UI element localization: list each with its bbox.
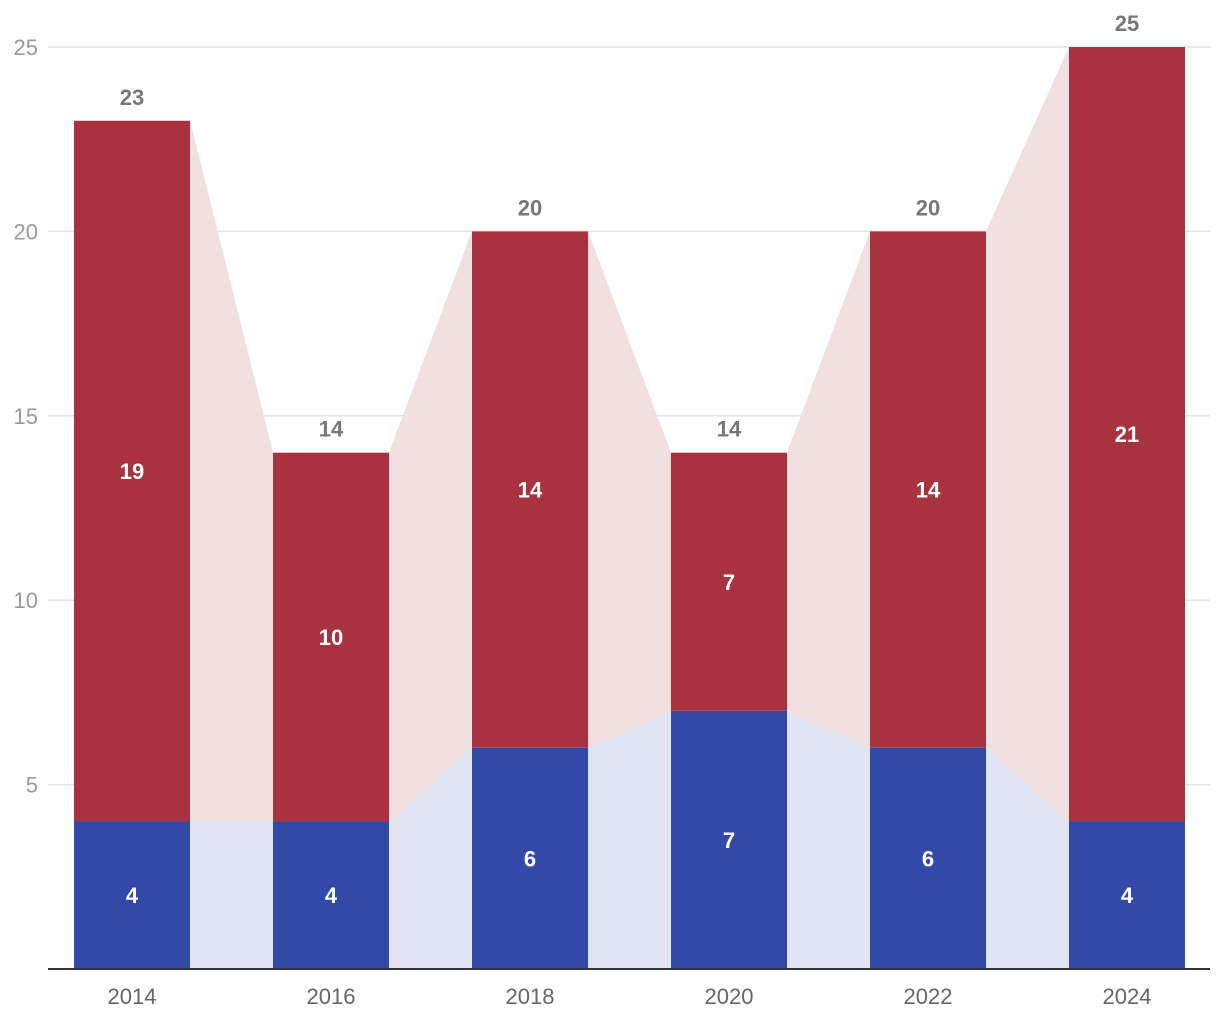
total-label-2014: 23 (120, 85, 144, 110)
y-axis-ticks: 5 10 15 20 25 (14, 35, 38, 798)
data-label-series2-2022: 14 (916, 478, 941, 503)
y-tick-label-25: 25 (14, 35, 38, 60)
bar-series2-2018 (472, 231, 588, 748)
y-tick-label-20: 20 (14, 219, 38, 244)
bars (74, 47, 1185, 969)
y-tick-label-5: 5 (26, 773, 38, 798)
x-axis-ticks: 2014 2016 2018 2020 2022 2024 (108, 984, 1152, 1009)
band-series1-2020-2022 (787, 710, 870, 969)
bar-series2-2014 (74, 120, 190, 822)
bar-series2-2024 (1069, 47, 1185, 822)
data-label-series2-2024: 21 (1115, 422, 1139, 447)
y-tick-label-10: 10 (14, 588, 38, 613)
x-tick-label-2022: 2022 (904, 984, 953, 1009)
data-label-series1-2024: 4 (1121, 883, 1134, 908)
bar-series1-2020 (671, 710, 787, 969)
connector-bands (190, 47, 1069, 969)
bar-series1-2018 (472, 747, 588, 969)
segment-labels: 4 19 4 10 6 14 7 7 6 14 4 21 (120, 422, 1139, 908)
y-tick-label-15: 15 (14, 404, 38, 429)
total-label-2016: 14 (319, 417, 344, 442)
data-label-series2-2018: 14 (518, 478, 543, 503)
band-series2-2014-2016 (190, 120, 273, 822)
total-label-2024: 25 (1115, 11, 1139, 36)
total-label-2020: 14 (717, 417, 742, 442)
band-series2-2018-2020 (588, 231, 671, 748)
bar-series1-2014 (74, 821, 190, 969)
data-label-series1-2020: 7 (723, 828, 735, 853)
band-series2-2020-2022 (787, 231, 870, 748)
data-label-series2-2014: 19 (120, 459, 144, 484)
band-series2-2022-2024 (986, 47, 1069, 822)
data-label-series1-2016: 4 (325, 883, 338, 908)
x-tick-label-2020: 2020 (705, 984, 754, 1009)
x-tick-label-2016: 2016 (307, 984, 356, 1009)
total-labels: 23 14 20 14 20 25 (120, 11, 1139, 442)
data-label-series2-2020: 7 (723, 570, 735, 595)
band-series2-2016-2018 (389, 231, 472, 822)
bar-series2-2016 (273, 452, 389, 822)
total-label-2018: 20 (518, 195, 542, 220)
band-series1-2018-2020 (588, 710, 671, 969)
x-tick-label-2024: 2024 (1103, 984, 1152, 1009)
bar-series1-2016 (273, 821, 389, 969)
total-label-2022: 20 (916, 195, 940, 220)
x-tick-label-2014: 2014 (108, 984, 157, 1009)
bar-series1-2024 (1069, 821, 1185, 969)
bar-series1-2022 (870, 747, 986, 969)
bar-series2-2020 (671, 452, 787, 711)
x-tick-label-2018: 2018 (506, 984, 555, 1009)
data-label-series1-2022: 6 (922, 846, 934, 871)
bar-series2-2022 (870, 231, 986, 748)
data-label-series2-2016: 10 (319, 625, 343, 650)
data-label-series1-2018: 6 (524, 846, 536, 871)
data-label-series1-2014: 4 (126, 883, 139, 908)
band-series1-2014-2016 (190, 821, 273, 969)
